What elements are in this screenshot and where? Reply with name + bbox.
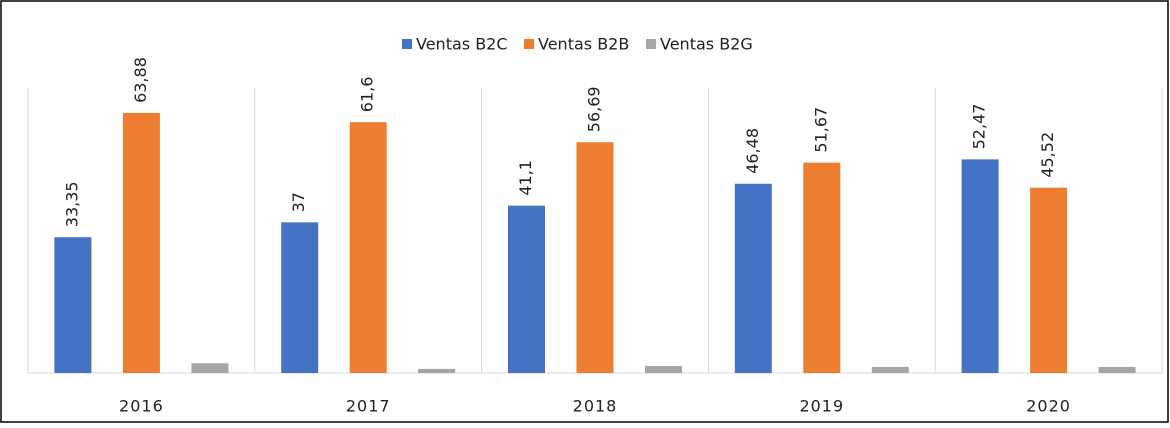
legend-label: Ventas B2G	[660, 35, 753, 54]
data-label: 51,67	[811, 107, 830, 153]
data-label: 63,88	[131, 57, 150, 103]
legend-swatch	[524, 39, 534, 49]
bar	[871, 366, 909, 373]
legend-swatch	[402, 39, 412, 49]
bar	[122, 112, 160, 373]
x-tick-label: 2020	[1026, 397, 1071, 416]
legend-swatch	[646, 39, 656, 49]
data-label: 46,48	[743, 128, 762, 174]
bar	[1030, 187, 1068, 373]
data-label: 45,52	[1038, 132, 1057, 178]
bar	[508, 205, 545, 373]
data-label: 41,1	[516, 160, 535, 196]
data-label: 33,35	[62, 181, 81, 227]
data-label: 52,47	[970, 104, 989, 150]
bar	[803, 162, 841, 373]
bar	[1098, 366, 1136, 373]
legend-label: Ventas B2B	[538, 35, 629, 54]
bar	[281, 222, 319, 373]
bar	[576, 142, 614, 373]
bar	[961, 159, 999, 373]
bar	[734, 183, 772, 373]
x-tick-label: 2018	[573, 397, 618, 416]
bar	[645, 366, 682, 373]
bar	[418, 368, 456, 373]
x-tick-label: 2016	[119, 397, 164, 416]
legend-label: Ventas B2C	[416, 35, 508, 54]
data-label: 37	[289, 192, 308, 212]
bar	[54, 237, 92, 373]
x-tick-label: 2019	[799, 397, 844, 416]
data-label: 61,6	[358, 77, 377, 113]
data-label: 56,69	[585, 86, 604, 132]
bar	[191, 363, 229, 373]
bar	[349, 122, 387, 373]
x-tick-label: 2017	[346, 397, 391, 416]
